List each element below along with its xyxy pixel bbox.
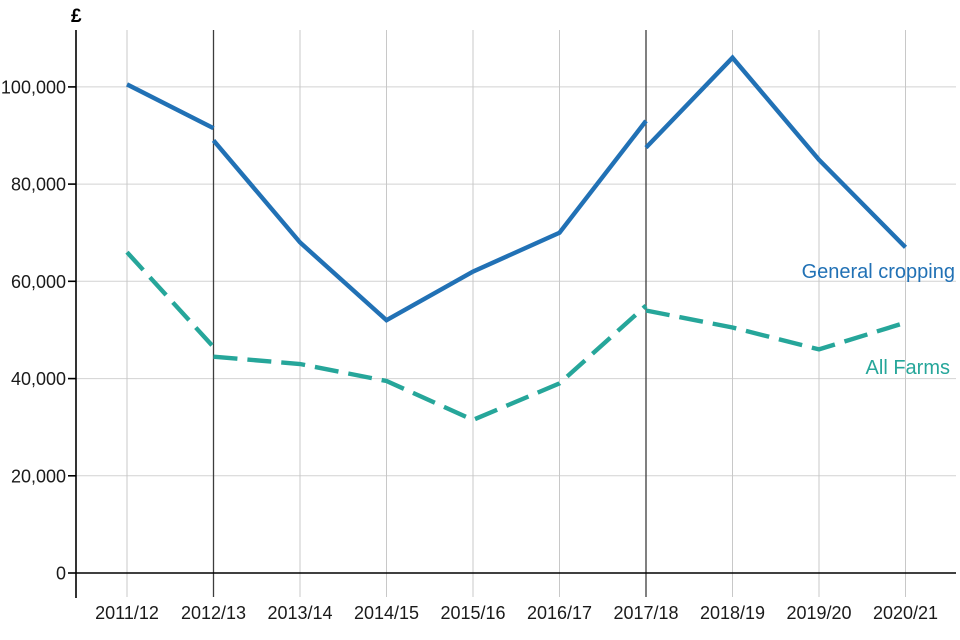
y-tick-label: 40,000: [11, 369, 66, 389]
x-tick-label: 2013/14: [267, 603, 332, 623]
series-line-all-farms: [213, 303, 648, 423]
x-tick-label: 2015/16: [440, 603, 505, 623]
series-line-all-farms: [125, 250, 216, 349]
x-tick-label: 2020/21: [873, 603, 938, 623]
series-line-general-cropping: [211, 119, 648, 323]
x-tick-label: 2016/17: [527, 603, 592, 623]
series-label-all-farms: All Farms: [865, 357, 950, 379]
x-tick-label: 2019/20: [786, 603, 851, 623]
x-tick-label: 2014/15: [354, 603, 419, 623]
series-line-general-cropping: [126, 82, 215, 131]
y-tick-label: 100,000: [1, 77, 66, 97]
y-tick-label: 80,000: [11, 175, 66, 195]
series-line-all-farms: [645, 308, 907, 352]
series-line-general-cropping: [644, 54, 908, 249]
y-axis-unit-label: £: [71, 6, 82, 27]
y-tick-label: 60,000: [11, 272, 66, 292]
x-tick-label: 2017/18: [613, 603, 678, 623]
y-tick-label: 20,000: [11, 466, 66, 486]
series-label-general-cropping: General cropping: [801, 261, 955, 283]
x-tick-label: 2018/19: [700, 603, 765, 623]
x-tick-label: 2012/13: [181, 603, 246, 623]
y-tick-label: 0: [56, 564, 66, 584]
x-tick-label: 2011/12: [95, 603, 159, 623]
